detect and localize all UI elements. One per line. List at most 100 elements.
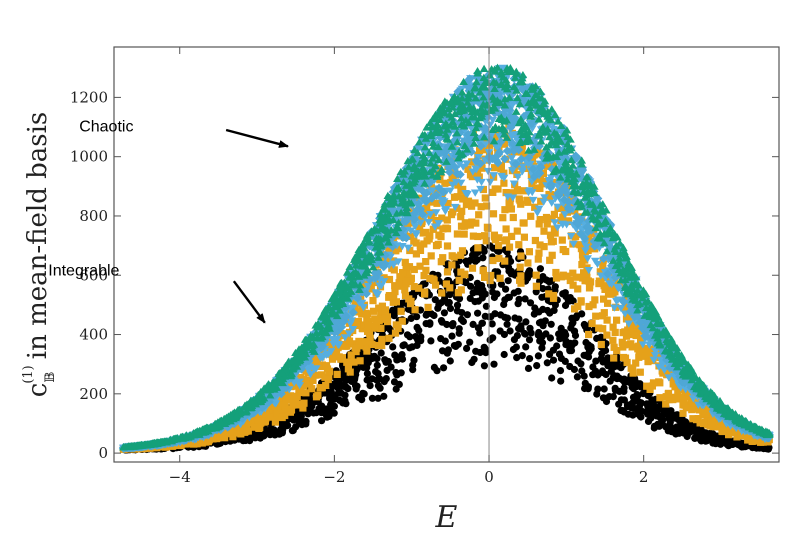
data-point-circle <box>573 373 582 381</box>
data-point-square <box>380 315 388 323</box>
data-point-circle <box>544 306 552 315</box>
data-point-square <box>347 351 355 359</box>
data-point-square <box>532 282 540 290</box>
data-point-circle <box>578 310 586 318</box>
data-point-circle <box>444 346 452 354</box>
data-point-square <box>520 233 528 241</box>
data-point-circle <box>545 278 554 286</box>
data-point-square <box>363 347 371 355</box>
data-point-square <box>385 275 394 284</box>
data-point-square <box>430 276 438 284</box>
data-point-square <box>613 346 621 355</box>
data-point-circle <box>348 377 356 385</box>
data-point-square <box>406 300 415 308</box>
data-point-triangle-down <box>528 196 538 205</box>
data-point-square <box>534 147 542 155</box>
data-point-circle <box>673 411 681 419</box>
data-point-triangle-down <box>326 348 336 356</box>
data-point-square <box>360 321 369 329</box>
data-point-circle <box>448 332 456 340</box>
data-point-square <box>443 216 451 224</box>
data-point-square <box>480 146 488 154</box>
data-point-circle <box>599 394 608 402</box>
data-point-square <box>546 231 555 239</box>
data-point-circle <box>270 427 278 435</box>
data-point-square <box>625 312 633 321</box>
data-point-square <box>447 211 456 219</box>
data-point-circle <box>527 329 535 337</box>
data-point-circle <box>389 343 397 351</box>
data-point-circle <box>398 351 406 359</box>
data-point-square <box>572 273 580 281</box>
data-point-square <box>501 237 509 245</box>
data-point-circle <box>561 301 570 310</box>
data-point-triangle-down <box>441 205 451 214</box>
data-point-square <box>460 270 469 278</box>
data-point-triangle-down <box>377 282 386 290</box>
data-point-square <box>375 317 383 325</box>
data-point-triangle-down <box>539 198 548 206</box>
data-point-triangle-down <box>458 163 468 171</box>
data-point-square <box>453 230 461 238</box>
data-point-square <box>601 285 609 293</box>
data-point-diamond <box>642 331 652 341</box>
data-point-triangle-down <box>456 179 466 187</box>
data-point-square <box>623 358 631 367</box>
data-point-square <box>558 236 566 244</box>
data-point-circle <box>708 433 716 441</box>
data-point-square <box>496 274 504 282</box>
data-point-circle <box>480 245 488 253</box>
data-point-square <box>725 430 733 439</box>
data-point-triangle-down <box>558 220 567 228</box>
data-point-square <box>534 255 542 263</box>
data-point-square <box>559 203 567 211</box>
data-point-circle <box>490 360 498 368</box>
data-point-circle <box>522 318 530 326</box>
data-point-circle <box>450 342 458 350</box>
data-point-square <box>243 421 251 430</box>
data-point-square <box>700 419 708 428</box>
data-point-circle <box>551 283 559 291</box>
data-point-square <box>621 328 629 336</box>
data-point-square <box>471 199 479 207</box>
data-point-circle <box>562 337 570 345</box>
data-point-square <box>576 241 584 249</box>
data-point-square <box>535 220 543 228</box>
data-point-triangle-down <box>483 167 493 176</box>
data-point-circle <box>380 392 388 400</box>
data-point-square <box>425 235 433 243</box>
data-point-triangle-down <box>470 189 480 197</box>
data-point-triangle-down <box>491 142 500 150</box>
data-point-triangle-down <box>321 351 331 359</box>
data-point-circle <box>518 352 526 360</box>
data-point-circle <box>490 293 498 302</box>
data-point-triangle-down <box>583 255 592 263</box>
data-point-square <box>588 319 596 328</box>
data-point-circle <box>431 296 439 304</box>
data-point-square <box>592 312 600 320</box>
data-point-circle <box>586 344 594 352</box>
data-point-square <box>366 334 374 342</box>
data-point-circle <box>560 330 568 338</box>
data-point-circle <box>547 320 555 328</box>
data-point-square <box>499 214 507 222</box>
data-point-circle <box>634 392 642 400</box>
data-point-square <box>432 242 441 250</box>
data-point-square <box>322 381 330 389</box>
data-point-circle <box>427 337 435 345</box>
data-point-square <box>403 277 411 285</box>
data-point-square <box>513 227 521 235</box>
data-point-circle <box>628 404 636 412</box>
data-point-circle <box>599 358 607 366</box>
data-point-triangle-down <box>434 220 444 228</box>
data-point-circle <box>413 323 421 331</box>
data-point-circle <box>549 356 558 364</box>
data-point-circle <box>503 320 511 328</box>
data-point-circle <box>541 317 549 325</box>
data-point-square <box>385 292 393 300</box>
data-point-triangle-down <box>485 178 495 186</box>
data-point-circle <box>410 356 418 364</box>
data-point-square <box>543 220 551 228</box>
data-point-square <box>443 242 452 250</box>
data-point-diamond <box>511 159 521 169</box>
